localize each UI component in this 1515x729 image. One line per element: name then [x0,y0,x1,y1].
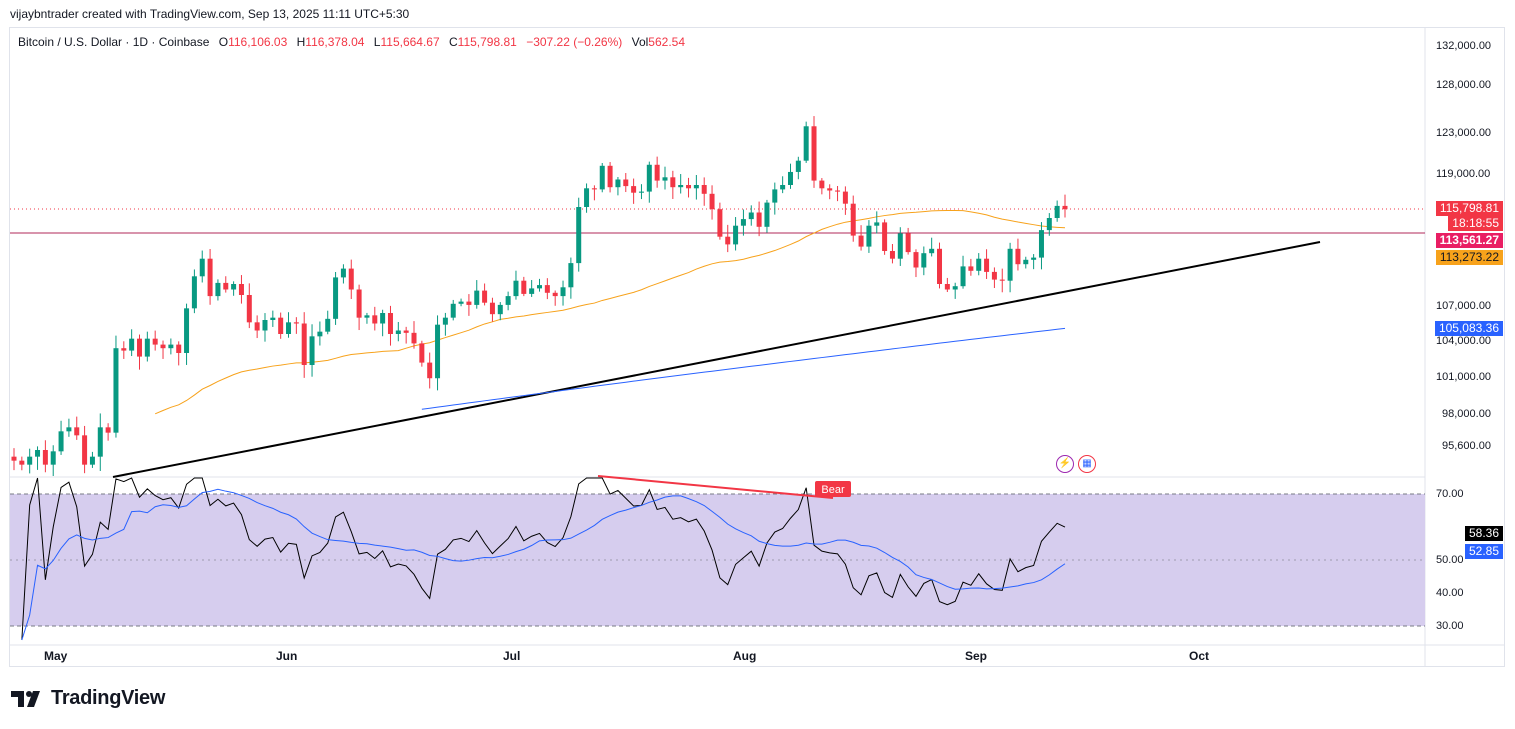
time-tick: Jul [503,649,521,663]
time-tick: Sep [965,649,988,663]
symbol-title[interactable]: Bitcoin / U.S. Dollar · 1D · Coinbase [18,35,210,49]
open-value: 116,106.03 [228,35,288,49]
price-tick: 123,000.00 [1436,127,1492,139]
countdown-tag: 18:18:55 [1448,216,1503,231]
chart-frame [9,27,1505,667]
rsi-ma-tag: 52.85 [1464,544,1503,559]
close-value: 115,798.81 [457,35,517,49]
price-tick: 95,600.00 [1442,440,1491,452]
time-tick: Oct [1189,649,1210,663]
economic-events[interactable]: ⚡ ▦ [1056,455,1096,473]
sma200-tag: 105,083.36 [1434,321,1503,336]
price-tick: 132,000.00 [1436,40,1492,52]
price-tick: 98,000.00 [1442,408,1491,420]
time-tick: Jun [276,649,298,663]
price-tick: 128,000.00 [1436,79,1492,91]
chart-author-meta: vijaybntrader created with TradingView.c… [10,7,410,21]
time-tick: Aug [733,649,757,663]
price-tick: 104,000.00 [1436,335,1492,347]
change-value: −307.22 (−0.26%) [526,35,623,49]
last-price-tag: 115,798.81 [1435,201,1503,216]
tradingview-logo-icon [11,690,40,707]
us-flag-icon[interactable]: ▦ [1078,455,1096,473]
rsi-tick: 40.00 [1436,587,1464,599]
sma50-tag: 113,273.22 [1435,250,1503,265]
rsi-tick: 50.00 [1436,554,1464,566]
rsi-tag: 58.36 [1464,526,1503,541]
tradingview-logo[interactable]: TradingView [11,687,165,710]
lightning-icon[interactable]: ⚡ [1056,455,1074,473]
brand-name: TradingView [51,687,166,709]
price-tick: 119,000.00 [1436,168,1491,180]
time-tick: May [44,649,68,663]
price-tick: 107,000.00 [1436,300,1492,312]
price-tick: 101,000.00 [1436,371,1492,383]
rsi-tick: 30.00 [1436,620,1464,632]
symbol-legend: Bitcoin / U.S. Dollar · 1D · Coinbase O1… [18,35,685,49]
high-value: 116,378.04 [305,35,365,49]
horizontal-level-tag: 113,561.27 [1435,233,1503,248]
volume-value: 562.54 [648,35,685,49]
low-value: 115,664.67 [380,35,440,49]
rsi-tick: 70.00 [1436,488,1464,500]
